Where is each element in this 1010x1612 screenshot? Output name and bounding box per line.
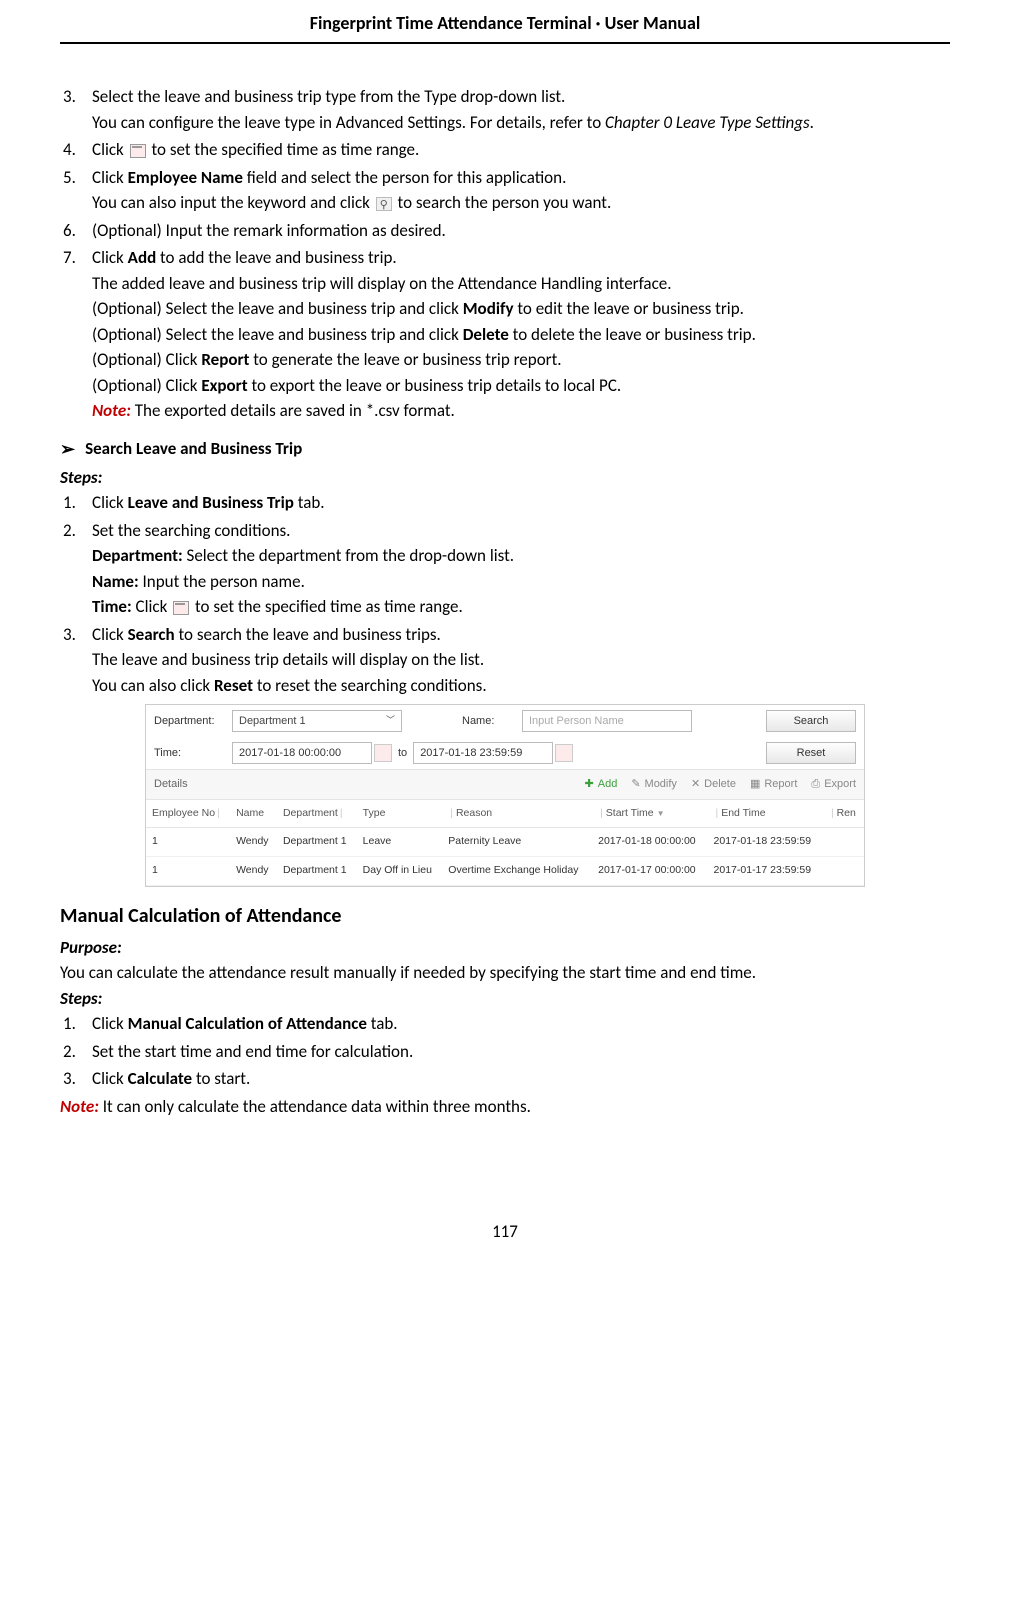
step7-line6: (Optional) Click Export to export the le… [92, 373, 950, 399]
search-steps-list: 1. Click Leave and Business Trip tab. 2.… [60, 490, 950, 698]
table-row[interactable]: 1 Wendy Department 1 Leave Paternity Lea… [146, 828, 864, 857]
mc-note: Note: It can only calculate the attendan… [60, 1094, 950, 1120]
fig-details-label: Details [154, 776, 188, 793]
step7-line2: The added leave and business trip will d… [92, 271, 950, 297]
plus-icon: ✚ [585, 776, 594, 793]
steps-label: Steps: [60, 986, 950, 1012]
step7-line4: (Optional) Select the leave and business… [92, 322, 950, 348]
list-number: 3. [60, 1066, 92, 1092]
list-number: 2. [60, 1039, 92, 1065]
step4: Click to set the specified time as time … [92, 137, 950, 163]
search-icon [376, 197, 392, 211]
calendar-icon[interactable] [555, 744, 573, 762]
step5-line1: Click Employee Name field and select the… [92, 165, 950, 191]
search-name: Name: Input the person name. [92, 569, 950, 595]
step5-line2: You can also input the keyword and click… [92, 190, 950, 216]
search-step1: Click Leave and Business Trip tab. [92, 490, 950, 516]
col-reason[interactable]: | Reason [442, 800, 592, 828]
search-step3-line2: The leave and business trip details will… [92, 647, 950, 673]
purpose-text: You can calculate the attendance result … [60, 960, 950, 986]
table-row[interactable]: 1 Wendy Department 1 Day Off in Lieu Ove… [146, 857, 864, 886]
step7-line5: (Optional) Click Report to generate the … [92, 347, 950, 373]
fig-time-from[interactable]: 2017-01-18 00:00:00 [232, 742, 372, 764]
col-employee-no[interactable]: Employee No| [146, 800, 230, 828]
calendar-icon [173, 601, 189, 615]
arrow-icon: ➢ [60, 436, 75, 463]
calendar-icon[interactable] [374, 744, 392, 762]
list-number: 3. [60, 622, 92, 699]
col-start-time[interactable]: | Start Time ▼ [592, 800, 707, 828]
col-end-time[interactable]: | End Time [708, 800, 823, 828]
fig-delete-button[interactable]: ✕Delete [691, 776, 736, 793]
step7-line3: (Optional) Select the leave and business… [92, 296, 950, 322]
list-number: 3. [60, 84, 92, 135]
fig-export-button[interactable]: ⎙Export [811, 776, 856, 793]
screenshot-figure: Department: Department 1﹀ Name: Input Pe… [145, 704, 865, 887]
list-number: 2. [60, 518, 92, 620]
mc-step3: Click Calculate to start. [92, 1066, 950, 1092]
step3-line1: Select the leave and business trip type … [92, 84, 950, 110]
page-header: Fingerprint Time Attendance Terminal · U… [60, 0, 950, 44]
fig-modify-button[interactable]: ✎Modify [631, 776, 677, 793]
search-step3: Click Search to search the leave and bus… [92, 622, 950, 648]
col-ren[interactable]: | Ren [823, 800, 864, 828]
fig-time-label: Time: [154, 745, 232, 762]
list-number: 1. [60, 1011, 92, 1037]
fig-report-button[interactable]: ▦Report [750, 776, 797, 793]
report-icon: ▦ [750, 776, 760, 793]
fig-search-button[interactable]: Search [766, 710, 856, 732]
fig-reset-button[interactable]: Reset [766, 742, 856, 764]
steps-label: Steps: [60, 465, 950, 491]
list-number: 5. [60, 165, 92, 216]
delete-icon: ✕ [691, 776, 700, 793]
fig-dept-select[interactable]: Department 1﹀ [232, 710, 402, 732]
fig-dept-label: Department: [154, 713, 232, 730]
search-step2: Set the searching conditions. [92, 518, 950, 544]
search-heading: ➢ Search Leave and Business Trip [60, 436, 950, 463]
mc-step1: Click Manual Calculation of Attendance t… [92, 1011, 950, 1037]
steps-list-continued: 3. Select the leave and business trip ty… [60, 84, 950, 424]
fig-table: Employee No| Name Department| Type | Rea… [146, 800, 864, 886]
list-number: 4. [60, 137, 92, 163]
col-name[interactable]: Name [230, 800, 277, 828]
edit-icon: ✎ [631, 776, 640, 793]
list-number: 6. [60, 218, 92, 244]
page-number: 117 [60, 1219, 950, 1245]
fig-add-button[interactable]: ✚Add [585, 776, 618, 793]
manual-calc-steps: 1. Click Manual Calculation of Attendanc… [60, 1011, 950, 1092]
step7-note: Note: The exported details are saved in … [92, 398, 950, 424]
chevron-down-icon: ﹀ [386, 714, 395, 728]
search-step3-line3: You can also click Reset to reset the se… [92, 673, 950, 699]
purpose-label: Purpose: [60, 935, 950, 961]
export-icon: ⎙ [811, 776, 820, 793]
manual-calc-heading: Manual Calculation of Attendance [60, 901, 950, 931]
list-number: 7. [60, 245, 92, 424]
col-type[interactable]: Type [357, 800, 443, 828]
fig-name-label: Name: [462, 713, 522, 730]
search-dept: Department: Select the department from t… [92, 543, 950, 569]
calendar-icon [130, 144, 146, 158]
mc-step2: Set the start time and end time for calc… [92, 1039, 950, 1065]
step6: (Optional) Input the remark information … [92, 218, 950, 244]
list-number: 1. [60, 490, 92, 516]
fig-name-input[interactable]: Input Person Name [522, 710, 692, 732]
fig-to-label: to [398, 745, 407, 762]
search-time: Time: Click to set the specified time as… [92, 594, 950, 620]
step3-line2: You can configure the leave type in Adva… [92, 110, 950, 136]
fig-time-to[interactable]: 2017-01-18 23:59:59 [413, 742, 553, 764]
col-department[interactable]: Department| [277, 800, 357, 828]
step7-line1: Click Add to add the leave and business … [92, 245, 950, 271]
